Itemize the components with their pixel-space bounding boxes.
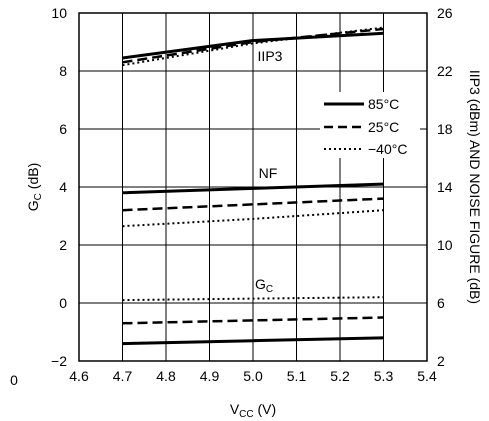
ticks-layer: 4.6 4.7 4.8 4.9 5.0 5.1 5.2 5.3 5.4 −2 2 0 6 2 10 4 14 6 1… xyxy=(51,5,453,384)
x-axis-label: VCC (V) xyxy=(230,401,276,420)
x-tick-label: 4.8 xyxy=(156,368,176,384)
x-tick-label: 4.7 xyxy=(113,368,133,384)
y-right-tick-label: 22 xyxy=(437,63,453,79)
x-tick-label: 5.1 xyxy=(287,368,307,384)
series-line-iip3-dashed xyxy=(122,27,384,64)
plot-frame xyxy=(78,12,428,362)
annotation-iip3: IIP3 xyxy=(258,48,283,64)
series-line-gc-solid xyxy=(122,336,384,346)
y-left-tick-label: 6 xyxy=(59,121,67,137)
series-line-nf-dashed xyxy=(122,197,384,212)
y-left-tick-label: 0 xyxy=(59,295,67,311)
y-right-tick-label: 26 xyxy=(437,5,453,21)
y-left-tick-label: −2 xyxy=(51,353,67,369)
series-line-nf-dotted xyxy=(122,209,384,228)
y-axis-left-label: GC (dB) xyxy=(25,163,44,211)
y-right-tick-label: 2 xyxy=(437,353,445,369)
series-line-iip3-solid xyxy=(122,31,384,60)
y-left-tick-label: 10 xyxy=(51,5,67,21)
x-tick-label: 5.4 xyxy=(417,368,437,384)
legend-label-25c: 25°C xyxy=(368,119,399,135)
x-tick-label: 5.0 xyxy=(243,368,263,384)
series-layer xyxy=(122,26,384,346)
series-line-nf-solid xyxy=(122,182,384,195)
y-axis-right-label: IIP3 (dBm) AND NOISE FIGURE (dB) xyxy=(467,70,483,304)
y-right-tick-label: 10 xyxy=(437,237,453,253)
annotation-nf: NF xyxy=(259,165,278,181)
stray-label: 0 xyxy=(10,372,18,388)
series-line-gc-dashed xyxy=(122,316,384,325)
x-tick-label: 4.6 xyxy=(69,368,89,384)
legend-label-minus40c: −40°C xyxy=(368,141,407,157)
y-right-tick-label: 18 xyxy=(437,121,453,137)
y-right-tick-label: 6 xyxy=(437,295,445,311)
y-left-tick-label: 2 xyxy=(59,237,67,253)
y-left-tick-label: 4 xyxy=(59,179,67,195)
legend-label-85c: 85°C xyxy=(368,96,399,112)
y-left-tick-label: 8 xyxy=(59,63,67,79)
annotation-gc: GC xyxy=(255,276,273,295)
x-tick-label: 5.3 xyxy=(374,368,394,384)
series-line-gc-dotted xyxy=(122,296,384,302)
x-tick-label: 5.2 xyxy=(330,368,350,384)
x-tick-label: 4.9 xyxy=(200,368,220,384)
y-right-tick-label: 14 xyxy=(437,179,453,195)
legend: 85°C 25°C −40°C xyxy=(320,92,420,158)
